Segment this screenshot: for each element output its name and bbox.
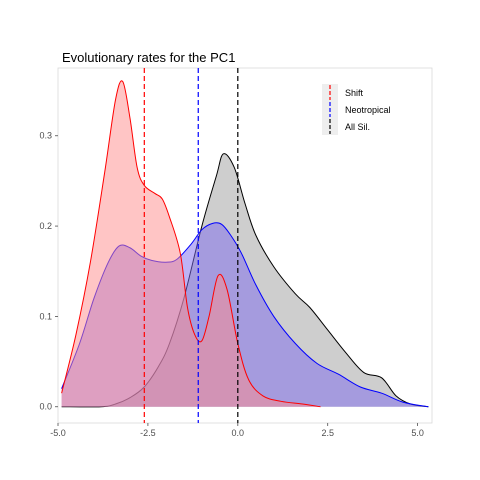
y-tick-label: 0.3 (39, 131, 52, 141)
x-tick-label: -5.0 (50, 428, 66, 438)
density-areas (62, 81, 429, 407)
y-axis: 0.0 0.1 0.2 0.3 (39, 131, 58, 412)
x-tick-label: 0.0 (232, 428, 245, 438)
y-tick-label: 0.2 (39, 221, 52, 231)
legend: Shift Neotropical All Sil. (322, 84, 391, 135)
x-tick-label: 2.5 (321, 428, 334, 438)
x-axis: -5.0 -2.5 0.0 2.5 5.0 (50, 423, 424, 438)
y-tick-label: 0.0 (39, 402, 52, 412)
legend-label-shift: Shift (345, 88, 364, 98)
x-tick-label: -2.5 (140, 428, 156, 438)
legend-label-neotropical: Neotropical (345, 105, 391, 115)
x-tick-label: 5.0 (411, 428, 424, 438)
y-tick-label: 0.1 (39, 311, 52, 321)
chart-title: Evolutionary rates for the PC1 (62, 50, 235, 65)
legend-label-all-sil: All Sil. (345, 122, 370, 132)
